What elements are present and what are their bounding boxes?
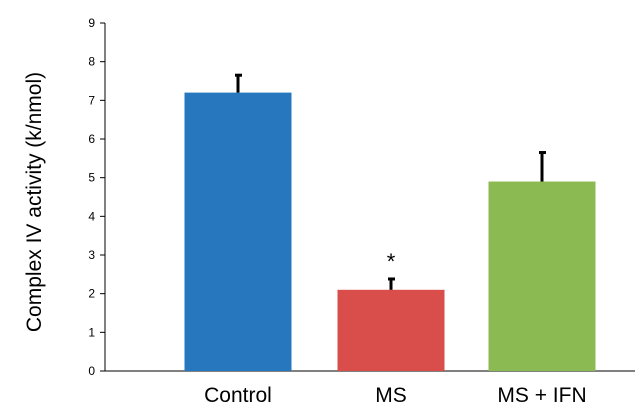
x-tick-label: MS + IFN xyxy=(497,384,586,407)
y-tick-label: 2 xyxy=(88,287,95,301)
bar xyxy=(488,181,596,371)
significance-marker: * xyxy=(387,249,396,274)
y-tick-label: 0 xyxy=(88,364,95,378)
y-tick-label: 1 xyxy=(88,325,95,339)
x-tick-label: Control xyxy=(204,384,272,407)
y-tick-label: 8 xyxy=(88,55,95,69)
bar xyxy=(184,92,292,371)
x-tick-labels: Control MS MS + IFN xyxy=(204,384,586,407)
y-tick-label: 3 xyxy=(88,248,95,262)
bar xyxy=(337,289,445,371)
bars: * xyxy=(184,73,596,371)
x-tick-label: MS xyxy=(375,384,407,407)
y-axis: 0 1 2 3 4 5 6 7 8 9 xyxy=(88,16,106,378)
y-tick-label: 7 xyxy=(88,93,95,107)
y-tick-label: 5 xyxy=(88,171,95,185)
y-tick-label: 6 xyxy=(88,132,95,146)
y-axis-title: Complex IV activity (k/nmol) xyxy=(23,72,46,332)
y-tick-label: 4 xyxy=(88,209,95,223)
y-ticks: 0 1 2 3 4 5 6 7 8 9 xyxy=(88,16,105,378)
y-tick-label: 9 xyxy=(88,16,95,30)
